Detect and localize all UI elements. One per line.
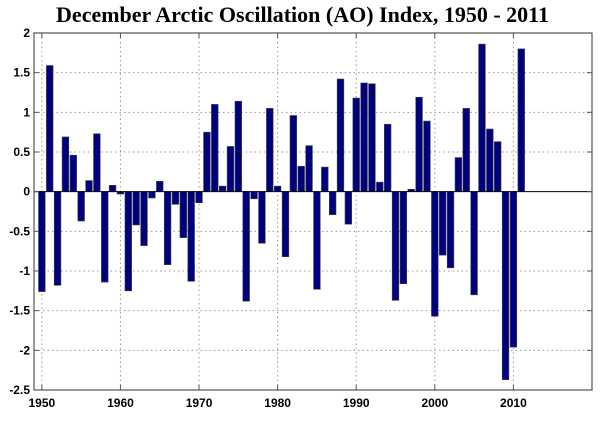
bar xyxy=(501,191,510,380)
bar xyxy=(384,123,392,192)
axes xyxy=(33,32,593,391)
bar xyxy=(46,65,54,192)
bar xyxy=(509,191,518,348)
bar xyxy=(242,191,250,302)
bar xyxy=(336,78,345,192)
y-tick-label: -2.5 xyxy=(9,383,30,397)
x-tick-label: 1950 xyxy=(29,396,56,410)
bar xyxy=(53,191,62,286)
bar xyxy=(368,83,376,192)
bar xyxy=(77,191,85,222)
bar xyxy=(171,191,180,205)
bar xyxy=(273,185,282,192)
bar xyxy=(61,136,70,192)
bar xyxy=(431,191,439,317)
x-tick-label: 2010 xyxy=(500,396,527,410)
bar xyxy=(391,191,400,301)
bar xyxy=(258,191,266,244)
bar xyxy=(163,191,172,265)
bar xyxy=(517,48,525,192)
bar xyxy=(85,180,93,192)
bar xyxy=(234,100,242,192)
bar xyxy=(305,145,313,192)
bar xyxy=(250,191,258,200)
bar xyxy=(289,115,297,192)
bar xyxy=(454,157,463,192)
bar xyxy=(101,191,109,283)
bar xyxy=(266,108,274,192)
bar xyxy=(156,181,164,192)
bar xyxy=(218,185,227,192)
bar xyxy=(132,191,140,226)
bar xyxy=(399,191,408,284)
bar xyxy=(376,181,384,192)
bar xyxy=(321,166,329,192)
bars xyxy=(38,43,525,380)
y-tick-label: -2 xyxy=(19,343,30,357)
bar xyxy=(462,108,470,192)
bar xyxy=(415,96,423,192)
bar xyxy=(148,191,156,199)
y-tick-label: -1 xyxy=(19,264,30,278)
bar xyxy=(124,191,132,292)
chart-title: December Arctic Oscillation (AO) Index, … xyxy=(56,2,549,27)
bar xyxy=(108,185,117,192)
bar xyxy=(344,191,353,225)
bar xyxy=(439,191,447,256)
x-tick-label: 1980 xyxy=(264,396,291,410)
bar xyxy=(297,165,305,192)
bar xyxy=(329,191,337,215)
bar xyxy=(38,191,46,292)
y-tick-label: 0.5 xyxy=(13,145,30,159)
y-tick-label: 1 xyxy=(23,105,30,119)
bar xyxy=(360,82,368,192)
bar xyxy=(211,104,219,192)
bar xyxy=(313,191,321,290)
bar xyxy=(352,97,360,192)
y-tick-label: 2 xyxy=(23,26,30,40)
tick-labels: 1950 1960 1970 1980 1990 2000 2010 -2.5 -2 -1.5 -1… xyxy=(9,26,527,410)
bar xyxy=(486,128,494,192)
bar xyxy=(423,120,431,192)
y-tick-label: -0.5 xyxy=(9,224,30,238)
plot-frame xyxy=(33,32,593,391)
bar xyxy=(470,191,478,296)
bar xyxy=(494,141,502,192)
x-tick-label: 1990 xyxy=(343,396,370,410)
y-tick-label: 0 xyxy=(23,185,30,199)
bar xyxy=(203,131,211,192)
bar xyxy=(179,191,187,238)
x-tick-label: 1960 xyxy=(107,396,134,410)
x-tick-label: 2000 xyxy=(421,396,448,410)
bar xyxy=(187,191,195,282)
bar xyxy=(281,191,290,258)
bar xyxy=(478,43,486,192)
y-tick-label: -1.5 xyxy=(9,304,30,318)
bar xyxy=(446,191,455,269)
bar xyxy=(195,191,203,204)
y-tick-label: 1.5 xyxy=(13,66,30,80)
bar xyxy=(226,146,235,192)
bar xyxy=(140,191,148,246)
bar xyxy=(93,133,101,192)
bar xyxy=(69,154,77,192)
x-tick-label: 1970 xyxy=(186,396,213,410)
